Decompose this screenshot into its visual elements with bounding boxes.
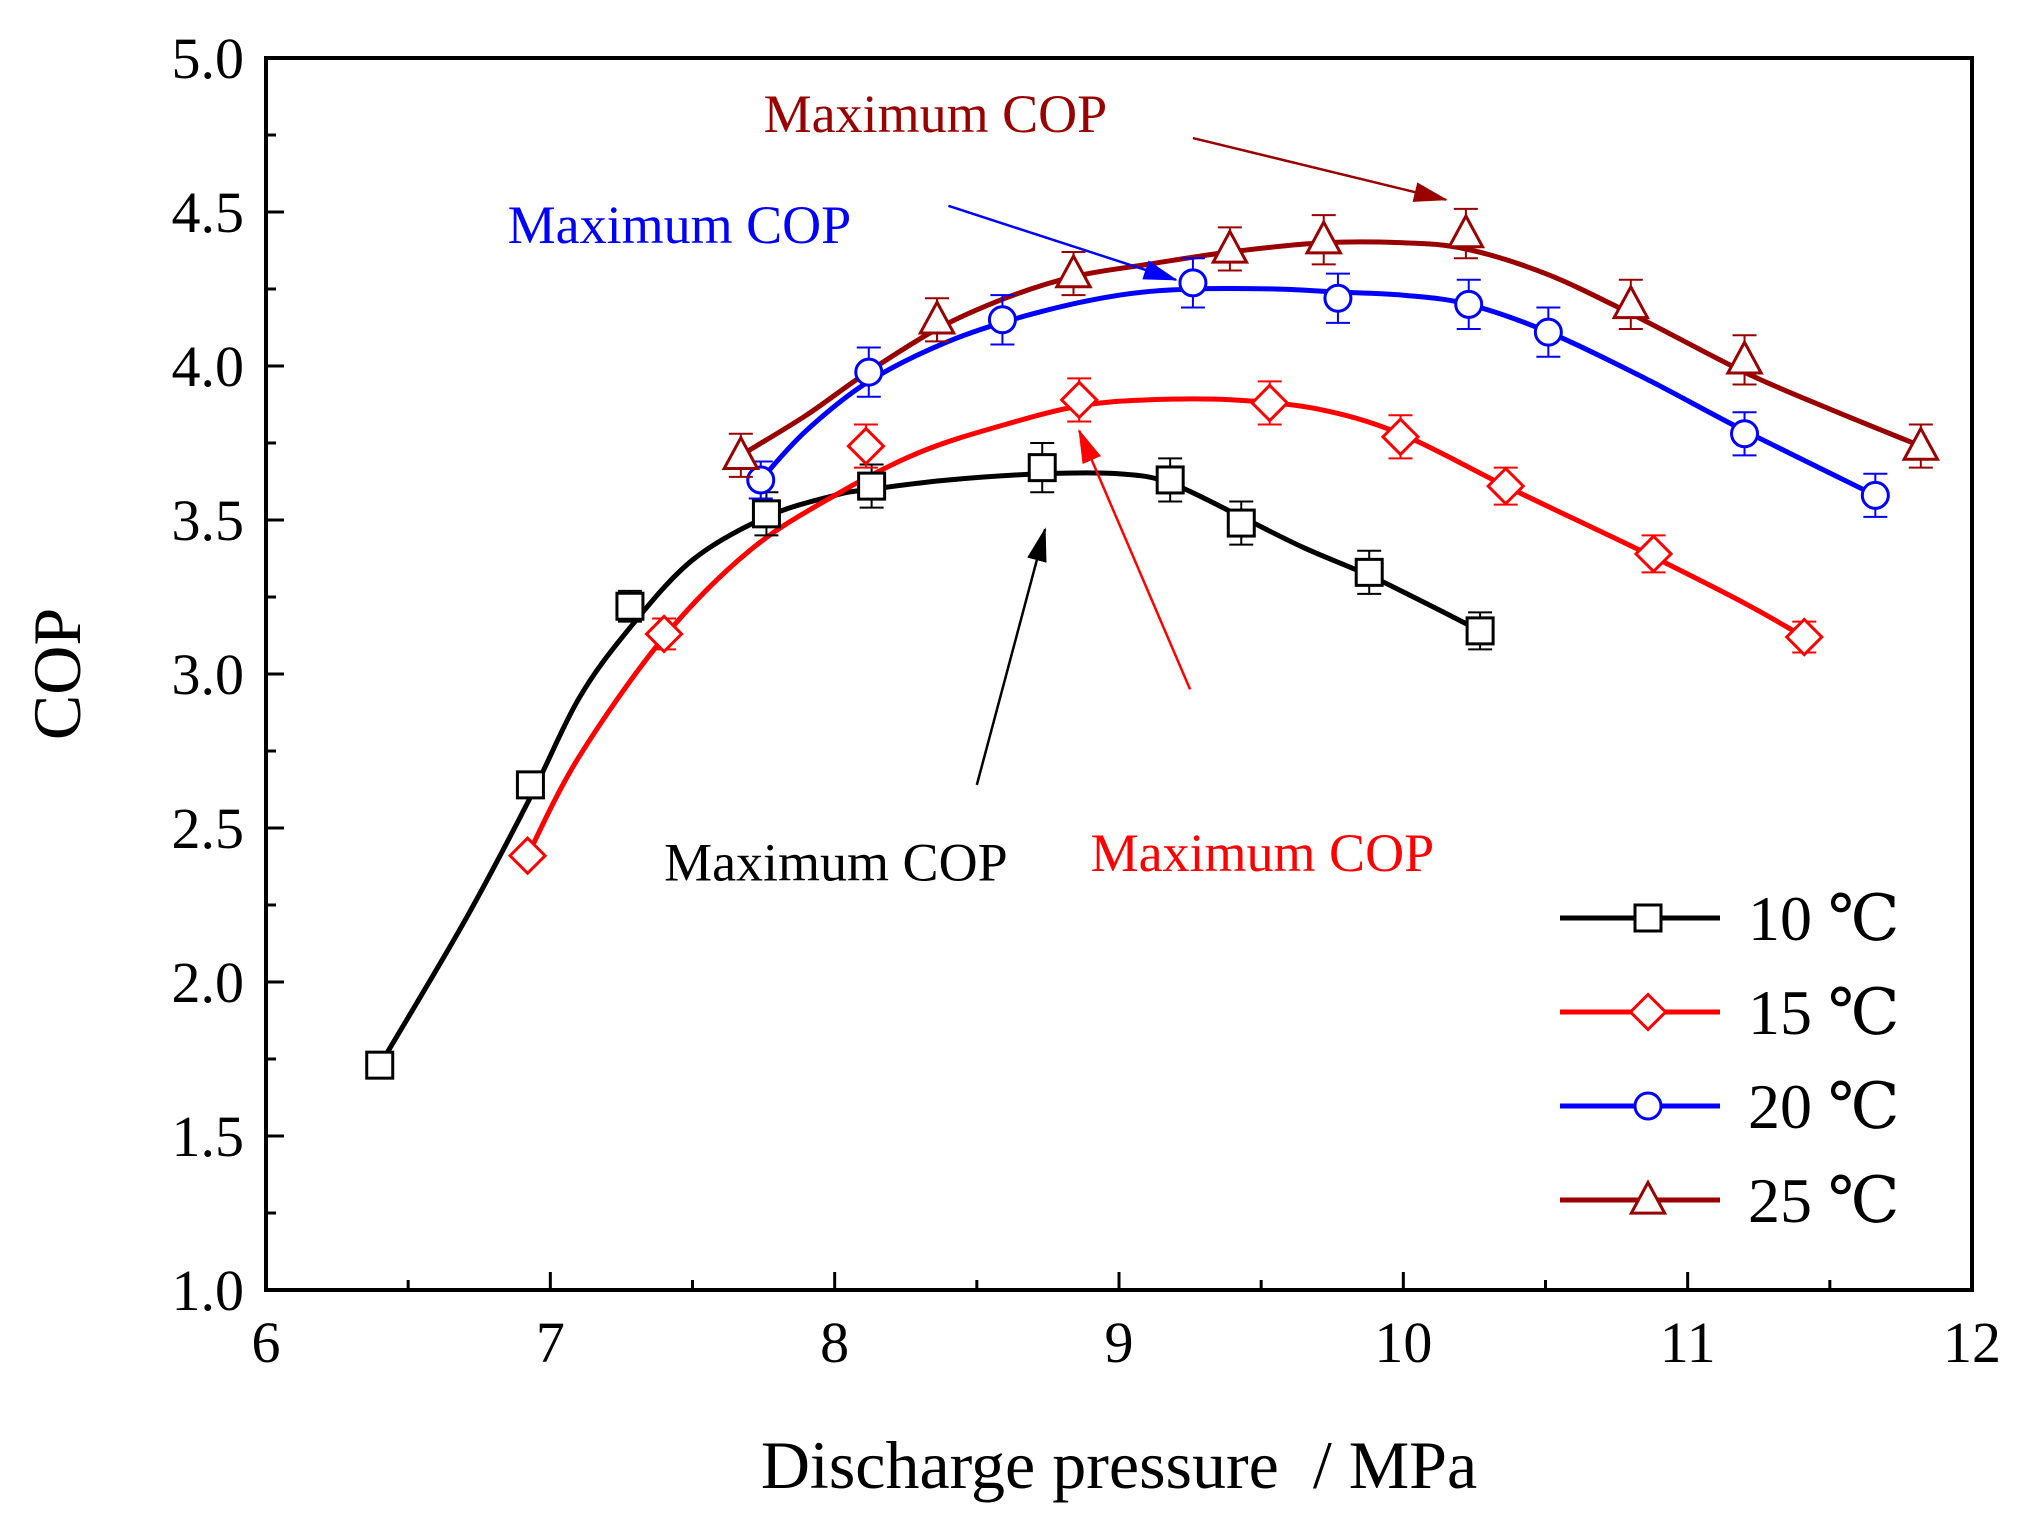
annotation-label: Maximum COP	[508, 195, 852, 255]
data-point-0	[1027, 453, 1057, 483]
data-point-1	[1633, 534, 1674, 574]
data-point-3	[721, 434, 761, 470]
data-point-2	[746, 465, 776, 495]
series-curves	[377, 239, 1924, 1068]
annotation-label: Maximum COP	[764, 84, 1108, 144]
data-point-0	[515, 770, 545, 800]
legend: 10 ℃ 15 ℃ 20 ℃ 25 ℃	[1560, 883, 1900, 1236]
annotation-arrow	[1078, 428, 1192, 690]
y-tick-label: 1.5	[172, 1104, 245, 1169]
data-point-1	[1486, 466, 1526, 506]
x-tick-label: 9	[1105, 1310, 1134, 1375]
data-point-3	[1210, 228, 1250, 264]
data-point-1	[644, 614, 684, 654]
y-tick-label: 1.0	[172, 1258, 245, 1323]
data-point-0	[365, 1050, 395, 1080]
x-tick-label: 10	[1374, 1310, 1432, 1375]
x-tick-label: 12	[1943, 1310, 2001, 1375]
data-point-0	[1465, 616, 1495, 646]
legend-marker	[1628, 1179, 1668, 1215]
data-point-1	[507, 836, 548, 876]
data-point-2	[1178, 268, 1208, 298]
legend-label: 15 ℃	[1748, 977, 1900, 1048]
data-point-2	[987, 305, 1017, 335]
x-tick-label: 11	[1660, 1310, 1716, 1375]
y-tick-label: 4.0	[172, 334, 245, 399]
annotation-arrow	[975, 527, 1047, 786]
axes: 6 7 8 9 10 11 12 1.0 1.5 2.0 2.5 3.0 3.5 4.0 4.5 5.0 Dis…	[19, 26, 2001, 1503]
data-point-2	[1860, 480, 1890, 510]
legend-label: 25 ℃	[1748, 1165, 1900, 1236]
data-point-1	[1380, 417, 1421, 457]
data-point-3	[1054, 252, 1093, 289]
annotations: Maximum COP Maximum COP Maximum COP Maximum…	[508, 84, 1448, 892]
x-tick-label: 7	[536, 1310, 565, 1375]
data-point-1	[1250, 383, 1290, 423]
data-point-3	[1304, 219, 1343, 255]
legend-label: 20 ℃	[1748, 1071, 1900, 1142]
annotation-label: Maximum COP	[664, 832, 1008, 892]
data-point-1	[846, 426, 886, 466]
data-point-0	[1354, 557, 1384, 587]
y-tick-label: 3.5	[172, 488, 245, 553]
data-point-1	[1059, 380, 1099, 420]
data-point-3	[1611, 283, 1650, 320]
annotation-label: Maximum COP	[1091, 823, 1435, 883]
y-tick-label: 2.0	[172, 950, 245, 1015]
data-point-2	[1533, 317, 1563, 347]
y-tick-label: 4.5	[172, 180, 245, 245]
data-point-0	[1155, 465, 1185, 495]
data-point-0	[857, 471, 887, 501]
x-axis-title: Discharge pressure / MPa	[761, 1427, 1477, 1503]
series-line-2	[758, 285, 1878, 498]
y-tick-label: 2.5	[172, 796, 245, 861]
data-point-0	[1226, 508, 1256, 538]
legend-marker	[1628, 992, 1668, 1032]
series-markers	[365, 207, 1941, 1080]
data-point-3	[1725, 339, 1764, 375]
y-tick-label: 5.0	[172, 26, 245, 91]
data-point-3	[917, 299, 957, 335]
data-point-2	[1730, 419, 1760, 449]
series-line-1	[525, 396, 1807, 859]
legend-label: 10 ℃	[1748, 883, 1900, 954]
data-point-2	[854, 357, 884, 387]
legend-marker	[1633, 1091, 1663, 1121]
annotation-arrow	[1192, 136, 1448, 202]
series-line-0	[377, 470, 1483, 1068]
data-point-0	[751, 499, 781, 529]
x-tick-label: 8	[820, 1310, 849, 1375]
y-tick-label: 3.0	[172, 642, 245, 707]
series-line-3	[738, 239, 1924, 458]
annotation-arrow	[948, 204, 1178, 281]
data-point-3	[1901, 425, 1941, 461]
data-point-2	[1454, 289, 1484, 319]
data-point-1	[1784, 617, 1824, 657]
x-tick-label: 6	[252, 1310, 281, 1375]
legend-marker	[1633, 903, 1663, 933]
data-point-3	[1446, 212, 1486, 249]
data-point-0	[615, 591, 645, 621]
data-point-2	[1323, 283, 1353, 313]
y-axis-title: COP	[19, 608, 95, 740]
